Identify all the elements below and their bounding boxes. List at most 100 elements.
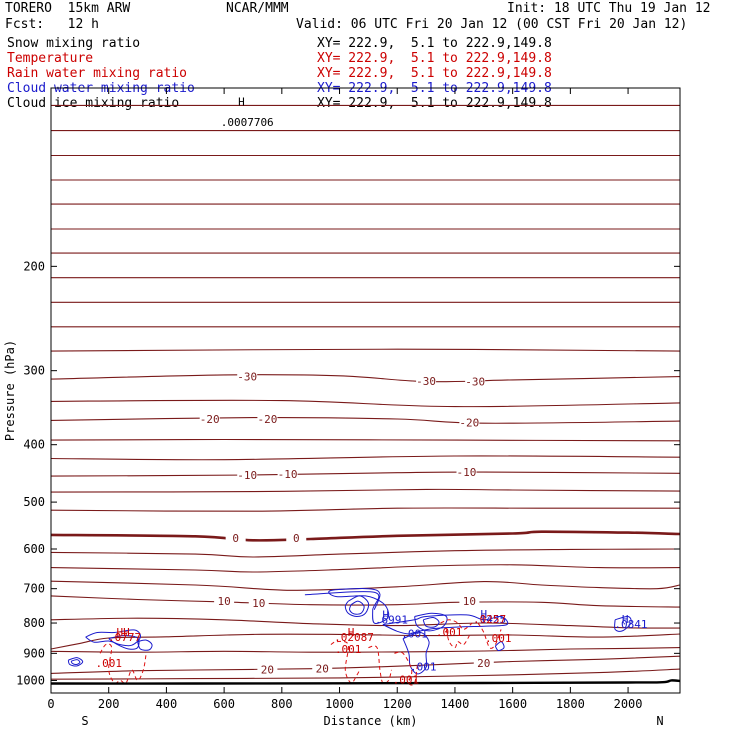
contour-label-3: .6991	[375, 614, 408, 627]
cloud-water-contour-3	[382, 614, 509, 635]
contour-labels: -30 -30 -30 -20 -20 -20 -10 -10 -10 0 0 10 10 10 20 20 2…	[95, 95, 647, 686]
rain-contour-1	[330, 640, 361, 684]
y-tick-label: 500	[23, 495, 45, 509]
cloud-water-contour-8	[85, 629, 141, 647]
isotherm-label: -20	[257, 413, 277, 426]
isotherm-label: -30	[416, 375, 436, 388]
temperature-contours	[51, 104, 680, 680]
terrain-surface	[51, 679, 680, 685]
cloud-water-contour-6	[402, 631, 430, 675]
isotherm-label: 0	[293, 532, 300, 545]
isotherm-25	[51, 633, 680, 650]
x-tick-label: 600	[213, 697, 235, 711]
x-axis-label: Distance (km)	[324, 714, 418, 728]
start-label: S	[81, 714, 88, 728]
contour-label-6: H	[622, 613, 629, 626]
y-tick-label: 800	[23, 616, 45, 630]
isotherm-label-bg	[312, 662, 333, 675]
cloud-water-contour-7	[494, 641, 505, 652]
isotherm-20	[51, 548, 680, 558]
y-tick-label: 600	[23, 542, 45, 556]
rain-contour-6	[477, 622, 502, 649]
contour-label-13: .001	[95, 657, 122, 670]
isotherm-label: 10	[252, 597, 265, 610]
y-tick-label: 700	[23, 582, 45, 596]
model-title: TORERO 15km ARW	[5, 1, 131, 16]
y-tick-label: 200	[23, 259, 45, 273]
rain-contour-5	[440, 619, 473, 630]
contour-label-19: .0257	[473, 613, 506, 626]
contour-label-5: .1425	[473, 613, 506, 626]
contour-label-11: .02087	[334, 631, 374, 644]
legend-field-snow: Snow mixing ratio	[7, 36, 141, 51]
legend-field-temperature: Temperature	[7, 51, 94, 66]
isotherm-label-bg	[257, 663, 278, 676]
forecast-hour: Fcst: 12 h	[5, 17, 99, 32]
axes: 0 200 400 600 800 1000 1200 1400 1600 1800 2000200…	[3, 87, 681, 728]
isotherm-label: 20	[261, 663, 274, 676]
isotherm-label: 20	[316, 663, 329, 676]
isotherm-label: -10	[457, 466, 477, 479]
contour-label-2: H	[382, 608, 389, 621]
contour-label-12: .001	[335, 643, 362, 656]
contour-label-18: .001	[410, 660, 437, 673]
isotherm-label-bg	[473, 657, 494, 670]
legend-xsec-rain: XY= 222.9, 5.1 to 222.9,149.8	[317, 66, 552, 81]
isotherm-label-bg	[277, 467, 298, 480]
valid-time: Valid: 06 UTC Fri 20 Jan 12 (00 CST Fri …	[296, 17, 688, 32]
contour-label-7: .0841	[614, 618, 647, 631]
isotherm-26	[51, 647, 680, 653]
isotherm-24	[51, 617, 680, 629]
contour-label-17: .001	[401, 628, 428, 641]
rain-contour-2	[368, 645, 392, 685]
cloud-water-contour-9	[108, 635, 140, 650]
contour-label-15: .001	[436, 626, 463, 639]
contour-label-4: H	[480, 608, 487, 621]
isotherm-label-bg	[199, 413, 220, 426]
isotherm-11	[51, 374, 680, 383]
isotherm-23	[51, 595, 680, 608]
isotherm-label-bg	[465, 375, 486, 388]
isotherm-label: -30	[465, 376, 485, 389]
isotherm-label: 0	[232, 532, 239, 545]
y-tick-label: 900	[23, 646, 45, 660]
isotherm-17	[51, 488, 680, 493]
legend-field-rain: Rain water mixing ratio	[7, 66, 188, 81]
isotherm-label: -20	[459, 417, 479, 430]
contour-label-10: H	[348, 626, 355, 639]
terrain-line	[51, 679, 680, 685]
rain-contour-4	[445, 629, 470, 649]
isotherm-label: -20	[200, 413, 220, 426]
isotherm-label-bg	[416, 374, 437, 387]
contour-label-16: .001	[485, 632, 512, 645]
isotherm-label-bg	[257, 413, 278, 426]
isotherm-19	[51, 530, 680, 542]
isotherm-label-bg	[248, 596, 269, 609]
end-label: N	[656, 714, 663, 728]
isotherm-label-bg	[459, 595, 480, 608]
isotherm-18	[51, 507, 680, 512]
cloud-water-contours	[67, 588, 632, 675]
cloud-water-contour-0	[304, 588, 390, 624]
x-tick-label: 1600	[498, 697, 527, 711]
contour-label-0: H	[238, 95, 245, 108]
rain-contour-0	[99, 643, 147, 684]
legend-xsec-temperature: XY= 222.9, 5.1 to 222.9,149.8	[317, 51, 552, 66]
cloud-water-contour-5	[422, 616, 440, 628]
cloud-water-contour-2	[349, 600, 365, 615]
contour-label-14: .001	[393, 674, 420, 687]
x-tick-label: 1400	[440, 697, 469, 711]
cloud-water-contour-13	[614, 615, 632, 632]
isotherm-label-bg	[459, 416, 480, 429]
center-title: NCAR/MMM	[226, 1, 289, 16]
cloud-water-contour-1	[344, 595, 370, 618]
isotherm-21	[51, 564, 680, 573]
isotherm-label: 10	[463, 595, 476, 608]
isotherm-label-bg	[214, 595, 235, 608]
x-tick-label: 2000	[614, 697, 643, 711]
x-tick-label: 200	[98, 697, 120, 711]
isotherm-label: 10	[217, 595, 230, 608]
x-tick-label: 0	[47, 697, 54, 711]
cloud-water-contour-11	[67, 657, 84, 667]
